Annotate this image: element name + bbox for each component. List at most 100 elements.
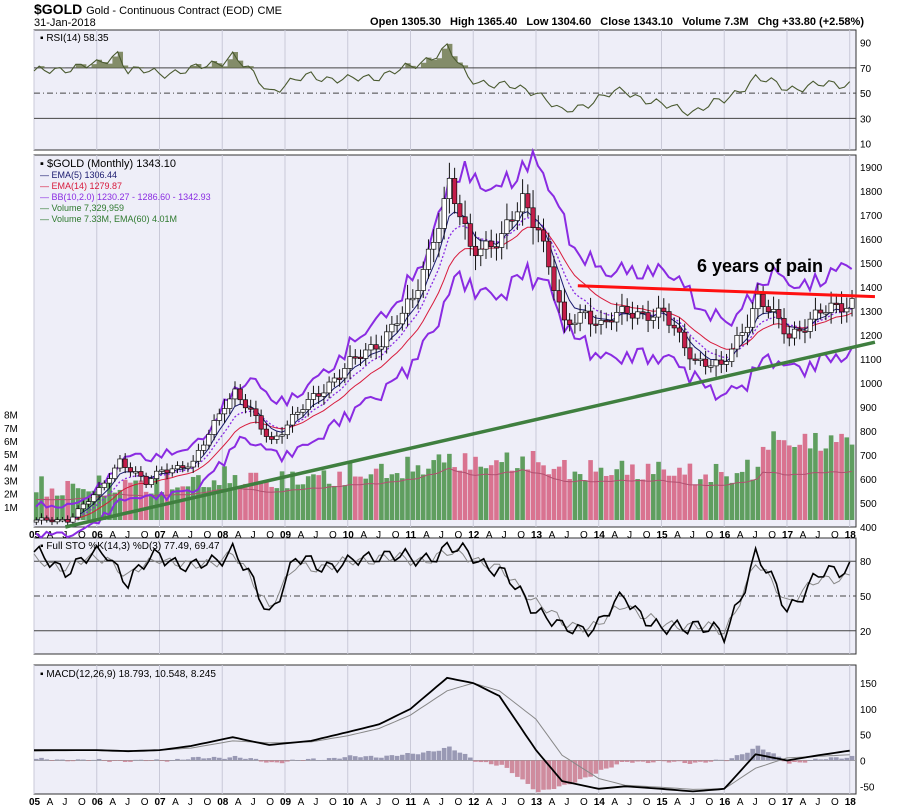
volume-bar: [101, 495, 107, 520]
volume-bar: [447, 453, 452, 520]
volume-bar: [562, 459, 567, 520]
candle-body: [692, 358, 698, 361]
year-tick-label: 09: [280, 530, 292, 541]
month-tick-label: J: [188, 530, 193, 541]
candle-body: [446, 177, 452, 199]
volume-bar: [274, 488, 280, 520]
candle-body: [797, 328, 803, 332]
volume-bar: [112, 492, 118, 520]
volume-bar: [729, 482, 735, 520]
candle-body: [750, 308, 756, 328]
volume-bar: [468, 469, 473, 520]
candle-body: [289, 414, 296, 426]
volume-bar: [368, 474, 374, 520]
macd-histogram-bar: [567, 760, 572, 785]
month-tick-label: O: [580, 530, 588, 541]
candle-body: [415, 290, 421, 299]
macd-histogram-bar: [666, 760, 672, 763]
macd-histogram-bar: [745, 752, 750, 761]
macd-histogram-bar: [326, 758, 332, 761]
macd-histogram-bar: [133, 759, 138, 761]
macd-histogram-bar: [619, 760, 625, 762]
volume-bar: [656, 461, 661, 520]
year-tick-label: 17: [782, 797, 794, 808]
candle-body: [33, 519, 39, 523]
macd-histogram-bar: [138, 759, 144, 761]
volume-tick-label: 7M: [4, 424, 18, 435]
candle-body: [697, 358, 703, 361]
candle-body: [760, 293, 766, 307]
month-tick-label: A: [549, 797, 556, 808]
volume-bar: [185, 486, 191, 520]
candle-body: [718, 359, 724, 365]
candle-body: [499, 233, 505, 248]
month-tick-label: O: [78, 530, 86, 541]
volume-bar: [677, 467, 682, 520]
macd-histogram-bar: [426, 750, 431, 761]
macd-histogram-bar: [457, 752, 463, 761]
month-tick-label: J: [251, 797, 256, 808]
candle-body: [619, 306, 625, 313]
candle-body: [629, 312, 635, 319]
candle-body: [216, 413, 222, 421]
volume-bar: [734, 473, 740, 520]
volume-bar: [698, 479, 703, 520]
volume-bar: [227, 483, 233, 520]
month-tick-label: O: [392, 530, 400, 541]
macd-histogram-bar: [358, 757, 363, 761]
volume-bar: [781, 440, 787, 520]
quote-low: Low 1304.60: [526, 16, 592, 28]
candle-body: [844, 307, 850, 313]
volume-bar: [290, 471, 295, 520]
volume-bar: [786, 445, 792, 520]
month-tick-label: J: [62, 797, 67, 808]
month-tick-label: A: [737, 797, 744, 808]
candle-body: [373, 344, 379, 350]
candle-body: [535, 227, 541, 231]
month-tick-label: O: [517, 530, 525, 541]
candle-body: [305, 399, 311, 410]
candle-body: [483, 240, 489, 250]
macd-histogram-bar: [786, 760, 792, 764]
volume-bar: [248, 472, 253, 520]
macd-histogram-bar: [635, 760, 640, 762]
sto-legend: ▪ Full STO %K(14,3) %D(3) 77.49, 69.47: [40, 541, 220, 552]
support-trend-line: [64, 340, 876, 529]
month-tick-label: J: [502, 530, 507, 541]
macd-histogram-bar: [311, 758, 316, 761]
candle-body: [656, 307, 662, 318]
volume-bar: [635, 479, 640, 520]
candle-body: [839, 303, 845, 313]
macd-histogram-bar: [818, 759, 823, 761]
volume-bar: [724, 476, 729, 520]
rsi-legend: ▪ RSI(14) 58.35: [40, 33, 109, 44]
macd-histogram-bar: [462, 753, 468, 761]
candle-body: [279, 434, 285, 437]
candle-body: [44, 517, 50, 521]
candle-body: [112, 467, 118, 479]
month-tick-label: J: [564, 797, 569, 808]
volume-bar: [358, 476, 363, 520]
macd-histogram-bar: [65, 760, 70, 762]
candle-body: [206, 434, 212, 446]
volume-bar: [373, 468, 379, 520]
year-tick-label: 17: [782, 530, 794, 541]
macd-histogram-bar: [719, 759, 724, 761]
candle-body: [337, 377, 343, 380]
macd-histogram-bar: [729, 758, 735, 761]
candle-body: [818, 309, 824, 314]
candle-body: [561, 301, 567, 321]
volume-bar: [457, 470, 463, 520]
candle-body: [676, 327, 683, 333]
month-tick-label: A: [235, 530, 242, 541]
candle-body: [509, 219, 515, 222]
month-tick-label: O: [580, 797, 588, 808]
macd-histogram-bar: [190, 757, 196, 761]
volume-bar: [478, 466, 484, 520]
volume-bar: [755, 466, 761, 520]
month-tick-label: J: [125, 797, 130, 808]
volume-bar: [807, 448, 813, 520]
macd-histogram-bar: [551, 760, 557, 790]
volume-bar: [719, 471, 724, 520]
